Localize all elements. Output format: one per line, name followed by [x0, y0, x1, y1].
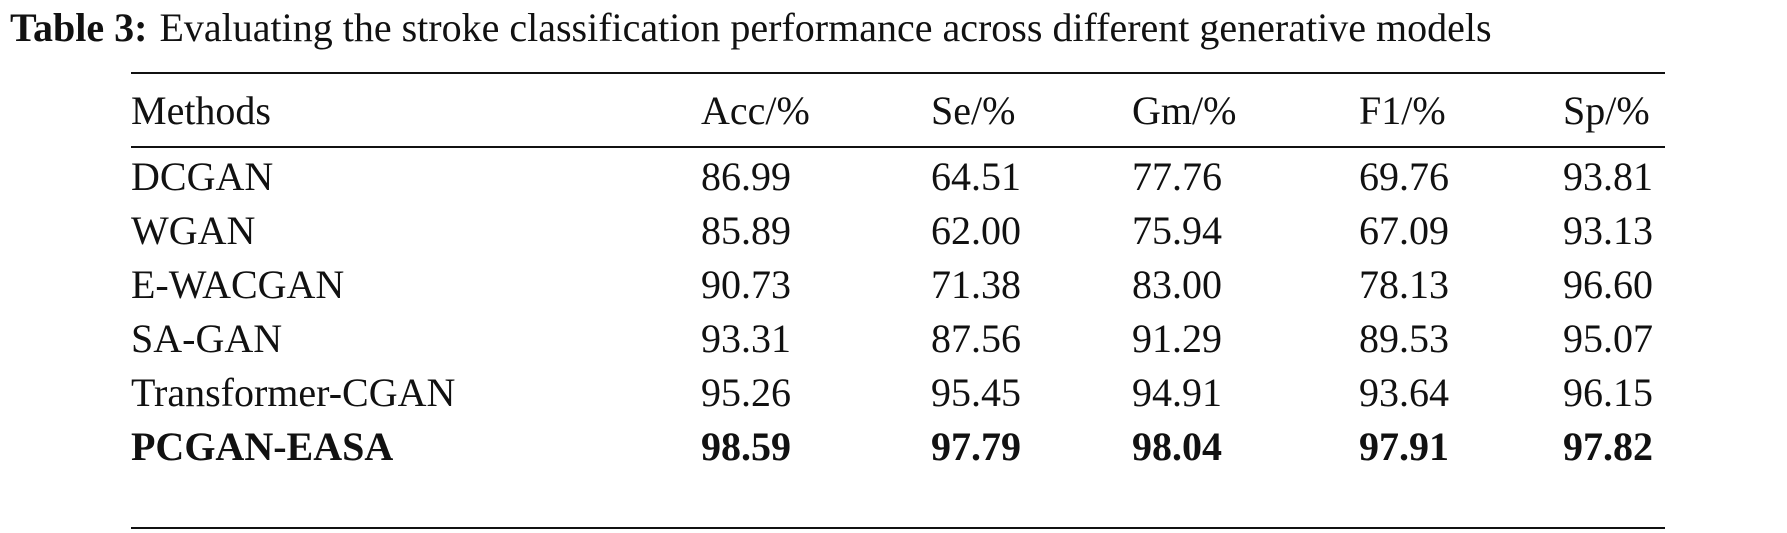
bottom-rule — [131, 527, 1665, 529]
se-value: 64.51 — [931, 154, 1021, 199]
table-row: WGAN 85.89 62.00 75.94 67.09 93.13 — [131, 202, 1665, 260]
f1-value: 67.09 — [1359, 208, 1449, 253]
header-se: Se/% — [931, 88, 1016, 133]
header-methods: Methods — [131, 88, 271, 133]
method-name: WGAN — [131, 208, 256, 253]
se-value: 87.56 — [931, 316, 1021, 361]
header-acc: Acc/% — [701, 88, 810, 133]
gm-value: 77.76 — [1132, 154, 1222, 199]
method-name: Transformer-CGAN — [131, 370, 456, 415]
gm-value: 75.94 — [1132, 208, 1222, 253]
table-row: DCGAN 86.99 64.51 77.76 69.76 93.81 — [131, 148, 1665, 206]
sp-value: 97.82 — [1563, 424, 1653, 469]
sp-value: 93.81 — [1563, 154, 1653, 199]
gm-value: 83.00 — [1132, 262, 1222, 307]
caption-label: Table 3: — [10, 5, 148, 50]
se-value: 71.38 — [931, 262, 1021, 307]
se-value: 95.45 — [931, 370, 1021, 415]
header-rule — [131, 146, 1665, 148]
f1-value: 97.91 — [1359, 424, 1449, 469]
se-value: 62.00 — [931, 208, 1021, 253]
table-row: E-WACGAN 90.73 71.38 83.00 78.13 96.60 — [131, 256, 1665, 314]
gm-value: 98.04 — [1132, 424, 1222, 469]
caption-text: Evaluating the stroke classification per… — [159, 5, 1492, 50]
method-name: DCGAN — [131, 154, 274, 199]
sp-value: 96.60 — [1563, 262, 1653, 307]
f1-value: 78.13 — [1359, 262, 1449, 307]
f1-value: 89.53 — [1359, 316, 1449, 361]
acc-value: 93.31 — [701, 316, 791, 361]
table-caption: Table 3: Evaluating the stroke classifica… — [10, 2, 1780, 54]
acc-value: 90.73 — [701, 262, 791, 307]
acc-value: 98.59 — [701, 424, 791, 469]
method-name: PCGAN-EASA — [131, 424, 394, 469]
sp-value: 95.07 — [1563, 316, 1653, 361]
f1-value: 69.76 — [1359, 154, 1449, 199]
sp-value: 96.15 — [1563, 370, 1653, 415]
method-name: SA-GAN — [131, 316, 283, 361]
top-rule — [131, 72, 1665, 74]
method-name: E-WACGAN — [131, 262, 345, 307]
gm-value: 91.29 — [1132, 316, 1222, 361]
acc-value: 86.99 — [701, 154, 791, 199]
table-row-highlighted: PCGAN-EASA 98.59 97.79 98.04 97.91 97.82 — [131, 418, 1665, 476]
table-row: SA-GAN 93.31 87.56 91.29 89.53 95.07 — [131, 310, 1665, 368]
se-value: 97.79 — [931, 424, 1021, 469]
f1-value: 93.64 — [1359, 370, 1449, 415]
sp-value: 93.13 — [1563, 208, 1653, 253]
acc-value: 85.89 — [701, 208, 791, 253]
header-sp: Sp/% — [1563, 88, 1650, 133]
table-row: Transformer-CGAN 95.26 95.45 94.91 93.64… — [131, 364, 1665, 422]
header-f1: F1/% — [1359, 88, 1446, 133]
header-gm: Gm/% — [1132, 88, 1237, 133]
gm-value: 94.91 — [1132, 370, 1222, 415]
acc-value: 95.26 — [701, 370, 791, 415]
table-header-row: Methods Acc/% Se/% Gm/% F1/% Sp/% — [131, 82, 1665, 140]
